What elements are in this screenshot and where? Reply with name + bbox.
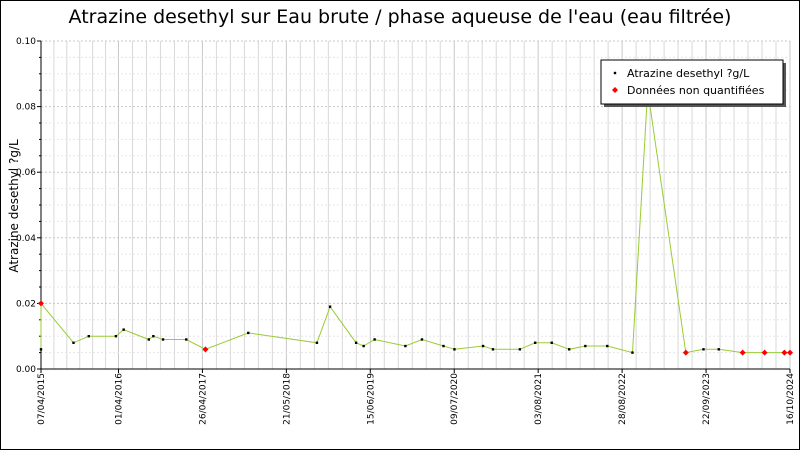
- data-point: [152, 335, 155, 338]
- x-tick-label: 26/04/2017: [198, 373, 208, 425]
- y-tick-label: 0.06: [16, 168, 36, 178]
- legend: Atrazine desethyl ?g/L Données non quant…: [600, 59, 786, 107]
- data-point: [491, 348, 495, 351]
- data-layer: [38, 89, 793, 356]
- y-tick-label: 0.02: [16, 299, 36, 309]
- data-point: [518, 348, 522, 351]
- y-tick-label: 0.00: [16, 365, 36, 375]
- data-point: [39, 348, 43, 351]
- data-point-non-quantified: [781, 349, 788, 356]
- data-point: [114, 335, 118, 338]
- y-tick-label: 0.08: [16, 103, 36, 113]
- data-point: [533, 341, 537, 344]
- data-point: [550, 341, 553, 344]
- x-tick-label: 03/08/2021: [534, 373, 544, 425]
- data-point: [247, 331, 250, 335]
- y-tick-label: 0.10: [16, 37, 36, 47]
- data-point-non-quantified: [202, 346, 209, 353]
- grid-lines: [40, 40, 791, 370]
- x-tick-label: 15/06/2019: [366, 373, 376, 425]
- data-point: [185, 338, 188, 341]
- data-point: [373, 338, 376, 341]
- data-point: [717, 348, 720, 351]
- x-tick-label: 28/08/2022: [618, 373, 628, 425]
- chart-title: Atrazine desethyl sur Eau brute / phase …: [68, 6, 732, 28]
- data-point-non-quantified: [682, 349, 689, 356]
- data-point-non-quantified: [739, 349, 746, 356]
- data-point: [442, 344, 445, 348]
- y-tick-label: 0.04: [16, 234, 36, 244]
- legend-marker: [612, 87, 618, 93]
- data-point: [584, 344, 587, 348]
- x-tick-label: 09/07/2020: [450, 373, 460, 425]
- data-point: [404, 344, 407, 348]
- data-point: [122, 328, 125, 331]
- data-point: [362, 344, 365, 348]
- data-point: [87, 335, 90, 338]
- data-point-non-quantified: [761, 349, 768, 356]
- data-point: [481, 344, 485, 348]
- data-point: [606, 344, 609, 348]
- data-point: [631, 351, 634, 354]
- data-point: [453, 348, 456, 351]
- x-tick-label: 16/10/2024: [786, 373, 796, 425]
- data-point: [315, 341, 319, 344]
- tick-labels: 0.00 0.02 0.04 0.06 0.08 0.10 07/04/2015 01/04/…: [16, 37, 796, 425]
- data-point: [567, 348, 571, 351]
- data-point: [420, 338, 424, 341]
- data-point-non-quantified: [787, 349, 793, 356]
- legend-label: Données non quantifiées: [627, 84, 765, 97]
- data-point: [147, 338, 151, 341]
- data-point: [161, 338, 165, 341]
- data-point: [354, 341, 358, 344]
- x-tick-label: 01/04/2016: [114, 373, 124, 425]
- data-point: [702, 348, 705, 351]
- legend-box: [600, 59, 784, 105]
- legend-label: Atrazine desethyl ?g/L: [627, 67, 750, 80]
- x-tick-label: 21/05/2018: [282, 373, 292, 425]
- data-point: [72, 341, 75, 344]
- data-point: [328, 305, 332, 308]
- data-point-non-quantified: [38, 300, 44, 307]
- x-tick-label: 07/04/2015: [37, 373, 47, 425]
- legend-marker: [613, 71, 617, 75]
- x-tick-label: 22/09/2023: [702, 373, 712, 425]
